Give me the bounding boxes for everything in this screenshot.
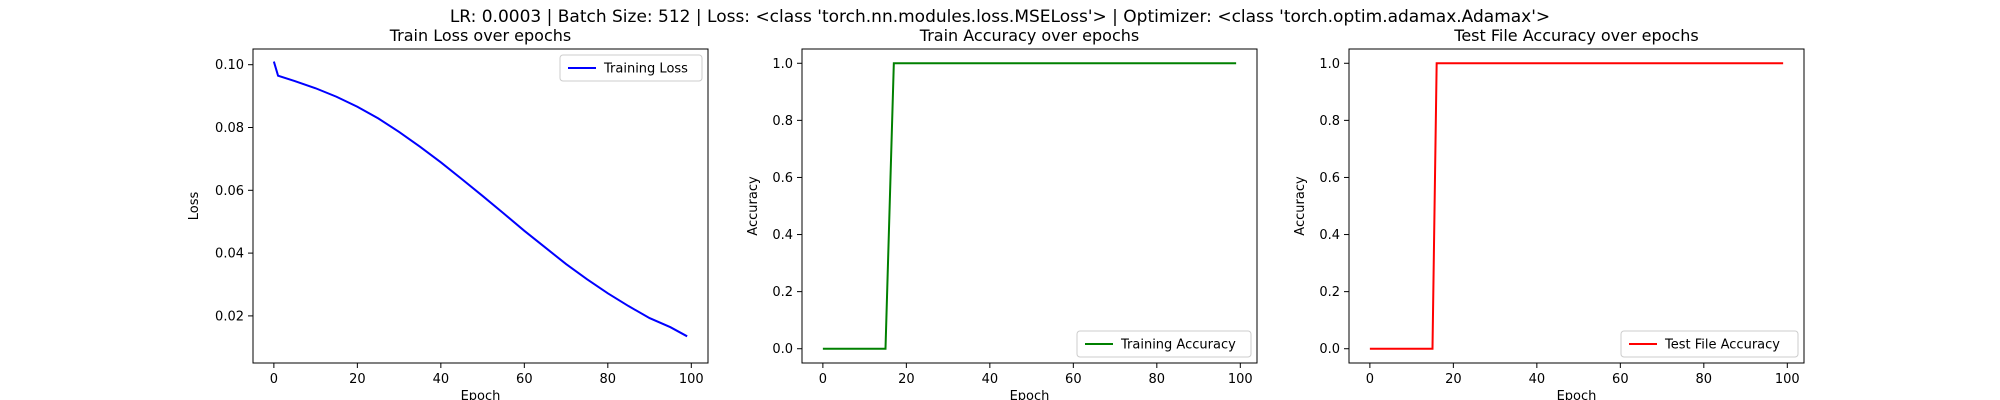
x-tick-label: 80 (600, 372, 617, 387)
subplot-title: Train Loss over epochs (389, 26, 571, 45)
series-line-1 (822, 62, 1237, 350)
y-tick-label: 0.2 (1319, 285, 1340, 300)
x-tick-label: 100 (1775, 372, 1800, 387)
y-tick-label: 0.8 (772, 114, 793, 129)
y-tick-label: 0.08 (215, 121, 244, 136)
legend-label: Test File Accuracy (1664, 338, 1780, 353)
y-tick-label: 0.0 (1319, 342, 1340, 357)
y-tick-label: 0.06 (215, 184, 244, 199)
y-axis-label: Accuracy (1293, 176, 1308, 236)
x-axis-label: Epoch (461, 389, 501, 400)
y-axis-label: Accuracy (746, 176, 761, 236)
x-tick-label: 40 (982, 372, 999, 387)
x-tick-label: 60 (516, 372, 533, 387)
subplots: Train Loss over epochs 0 20 40 60 80 100 0.02 0.… (187, 26, 1805, 400)
x-axis-label: Epoch (1557, 389, 1597, 400)
y-tick-label: 0.10 (215, 58, 244, 73)
x-tick-label: 20 (898, 372, 915, 387)
plot-frame (252, 48, 709, 364)
x-tick-label: 60 (1612, 372, 1629, 387)
y-tick-label: 0.4 (1319, 228, 1340, 243)
y-tick-label: 0.2 (772, 285, 793, 300)
plot-frame (1348, 48, 1805, 364)
x-tick-label: 80 (1696, 372, 1713, 387)
y-tick-label: 0.4 (772, 228, 793, 243)
x-tick-label: 0 (819, 372, 827, 387)
x-tick-label: 100 (679, 372, 704, 387)
y-tick-label: 1.0 (1319, 57, 1340, 72)
y-tick-label: 1.0 (772, 57, 793, 72)
x-tick-label: 20 (349, 372, 366, 387)
y-axis-label: Loss (187, 192, 202, 221)
x-tick-label: 80 (1149, 372, 1166, 387)
legend-box (559, 54, 703, 82)
x-tick-label: 20 (1445, 372, 1462, 387)
legend: Training Accuracy (1076, 330, 1252, 358)
figure-suptitle: LR: 0.0003 | Batch Size: 512 | Loss: <cl… (450, 7, 1550, 27)
legend: Test File Accuracy (1620, 330, 1799, 358)
x-tick-label: 40 (433, 372, 450, 387)
subplot-1: Train Loss over epochs 0 20 40 60 80 100 0.02 0.… (187, 26, 709, 400)
series-line-1 (1369, 62, 1784, 350)
series-line-1 (272, 61, 688, 338)
legend-label: Training Accuracy (1120, 338, 1236, 353)
subplot-2: Train Accuracy over epochs 0 20 40 60 80 100 0.… (746, 26, 1258, 400)
x-tick-label: 0 (1366, 372, 1374, 387)
subplot-3: Test File Accuracy over epochs 0 20 40 60 80 1… (1293, 26, 1805, 400)
x-tick-label: 0 (270, 372, 278, 387)
x-tick-label: 100 (1228, 372, 1253, 387)
x-tick-label: 40 (1529, 372, 1546, 387)
x-axis-label: Epoch (1010, 389, 1050, 400)
y-tick-label: 0.02 (215, 309, 244, 324)
y-tick-label: 0.6 (1319, 171, 1340, 186)
y-tick-label: 0.6 (772, 171, 793, 186)
subplot-title: Test File Accuracy over epochs (1453, 26, 1698, 45)
legend: Training Loss (559, 54, 703, 82)
subplot-title: Train Accuracy over epochs (919, 26, 1139, 45)
y-tick-label: 0.8 (1319, 114, 1340, 129)
legend-label: Training Loss (603, 62, 688, 77)
legend-box (1076, 330, 1252, 358)
plot-frame (801, 48, 1258, 364)
x-tick-label: 60 (1065, 372, 1082, 387)
y-tick-label: 0.04 (215, 247, 244, 262)
y-tick-label: 0.0 (772, 342, 793, 357)
legend-box (1620, 330, 1799, 358)
